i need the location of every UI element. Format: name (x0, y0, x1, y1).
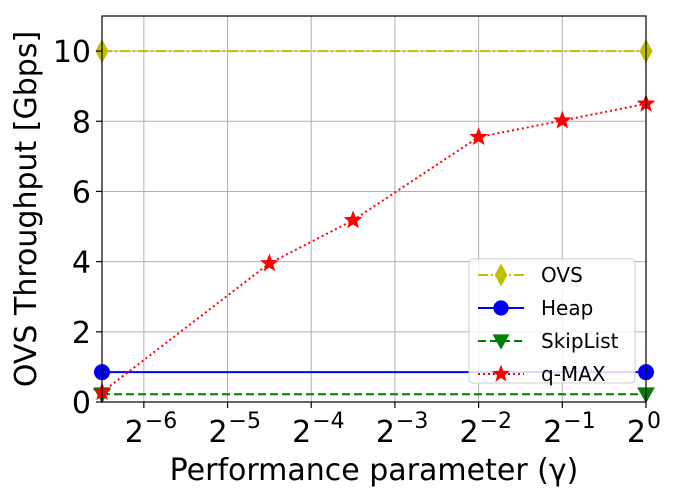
x-tick-exponent: −6 (145, 409, 177, 434)
y-tick-label: 4 (72, 246, 91, 281)
series-skiplist (93, 387, 655, 404)
legend-label-ovs: OVS (541, 263, 583, 287)
x-tick-exponent: 0 (647, 409, 661, 434)
x-tick-base: 2 (125, 415, 144, 450)
x-tick-base: 2 (376, 415, 395, 450)
x-tick-exponent: −5 (229, 409, 261, 434)
x-tick-label: 2 −2 (460, 409, 513, 450)
x-tick-exponent: −3 (396, 409, 428, 434)
data-point-q-max (552, 110, 572, 129)
legend: OVS Heap SkipList q-MAX (468, 258, 636, 386)
plot-frame (101, 15, 647, 403)
y-tick-label: 8 (72, 105, 91, 140)
data-point-q-max (469, 127, 488, 146)
legend-marker-ovs (494, 263, 508, 287)
x-tick-exponent: −2 (480, 409, 512, 434)
x-axis-label: Performance parameter (γ) (170, 453, 579, 488)
legend-box (468, 258, 636, 384)
legend-label-q-max: q-MAX (541, 362, 606, 386)
x-tick-base: 2 (208, 415, 227, 450)
legend-marker-q-max (492, 364, 510, 382)
x-tick-label: 2 −4 (292, 409, 345, 450)
y-tick-label: 0 (72, 386, 91, 421)
y-tick-label: 10 (53, 35, 91, 70)
x-tick-label: 2 −3 (376, 409, 429, 450)
x-tick-exponent: −1 (563, 409, 595, 434)
legend-item-ovs: OVS (478, 263, 583, 287)
legend-marker-skiplist (492, 334, 510, 350)
legend-item-q-max: q-MAX (478, 362, 606, 386)
legend-label-skiplist: SkipList (541, 329, 619, 353)
x-tick-base: 2 (292, 415, 311, 450)
legend-marker-heap (493, 300, 509, 316)
x-tick-label: 2 −1 (543, 409, 596, 450)
legend-label-heap: Heap (541, 296, 593, 320)
x-tick-base: 2 (543, 415, 562, 450)
x-tick-base: 2 (627, 415, 646, 450)
series-line-q-max (101, 102, 647, 393)
x-tick-label: 2 −5 (208, 409, 261, 450)
y-tick-label: 2 (72, 316, 91, 351)
legend-item-heap: Heap (478, 296, 593, 320)
data-point-q-max (260, 253, 279, 272)
x-tick-label: 2 −6 (125, 409, 178, 450)
series-ovs (95, 39, 653, 64)
data-point-q-max (343, 210, 363, 229)
x-tick-exponent: −4 (312, 409, 344, 434)
x-tick-base: 2 (460, 415, 479, 450)
legend-item-skiplist: SkipList (478, 329, 619, 353)
y-tick-label: 6 (72, 175, 91, 210)
y-axis-label: OVS Throughput [Gbps] (9, 31, 44, 387)
